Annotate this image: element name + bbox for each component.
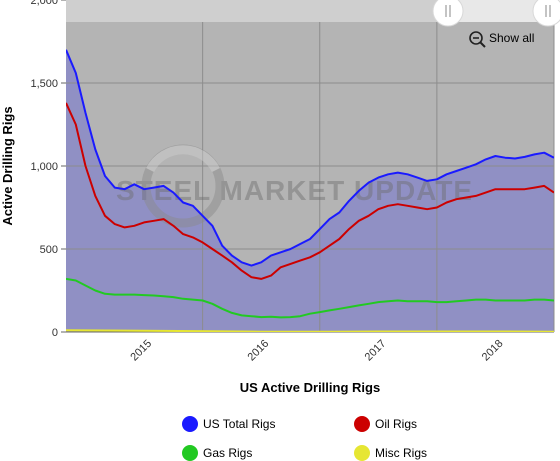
series-line-0 (66, 49, 554, 267)
legend-swatch-1 (354, 416, 370, 432)
legend-label-0[interactable]: US Total Rigs (203, 417, 275, 431)
x-axis-title: US Active Drilling Rigs (240, 380, 380, 395)
y-axis-title: Active Drilling Rigs (0, 106, 15, 225)
y-tick-label: 1,000 (30, 161, 58, 173)
navigator-handle-right[interactable] (532, 0, 560, 27)
legend-swatch-2 (182, 445, 198, 461)
y-tick-label: 1,500 (30, 78, 58, 90)
x-tick-label: 2018 (480, 338, 506, 364)
y-tick-label: 2,000 (30, 0, 58, 7)
show-all-button[interactable]: Show all (469, 31, 534, 48)
show-all-label: Show all (489, 31, 534, 45)
series-line-2 (66, 277, 554, 319)
x-tick-label: 2015 (128, 338, 154, 364)
legend-swatch-3 (354, 445, 370, 461)
series-lines (66, 49, 554, 332)
x-axis-ticks: 2015 2016 2017 2018 (128, 338, 505, 364)
watermark-text: STEEL MARKET UPDATE (116, 175, 473, 206)
x-tick-label: 2016 (246, 338, 272, 364)
x-tick-label: 2017 (363, 338, 389, 364)
navigator-range[interactable] (66, 0, 449, 22)
series-line-1 (66, 102, 554, 280)
y-axis-ticks: 0 500 1,000 1,500 2,000 (30, 0, 66, 339)
legend-label-1[interactable]: Oil Rigs (375, 417, 417, 431)
navigator-handle-left[interactable] (432, 0, 464, 27)
y-tick-label: 0 (52, 327, 58, 339)
legend: US Total Rigs Oil Rigs Gas Rigs Misc Rigs (182, 416, 427, 461)
legend-swatch-0 (182, 416, 198, 432)
y-tick-label: 500 (40, 244, 58, 256)
watermark-logo: STEEL MARKET UPDATE (116, 144, 473, 228)
series-line-3 (66, 329, 554, 332)
total-rigs-area (66, 49, 554, 332)
zoom-out-icon (469, 31, 483, 45)
legend-label-2[interactable]: Gas Rigs (203, 446, 252, 460)
legend-label-3[interactable]: Misc Rigs (375, 446, 427, 460)
